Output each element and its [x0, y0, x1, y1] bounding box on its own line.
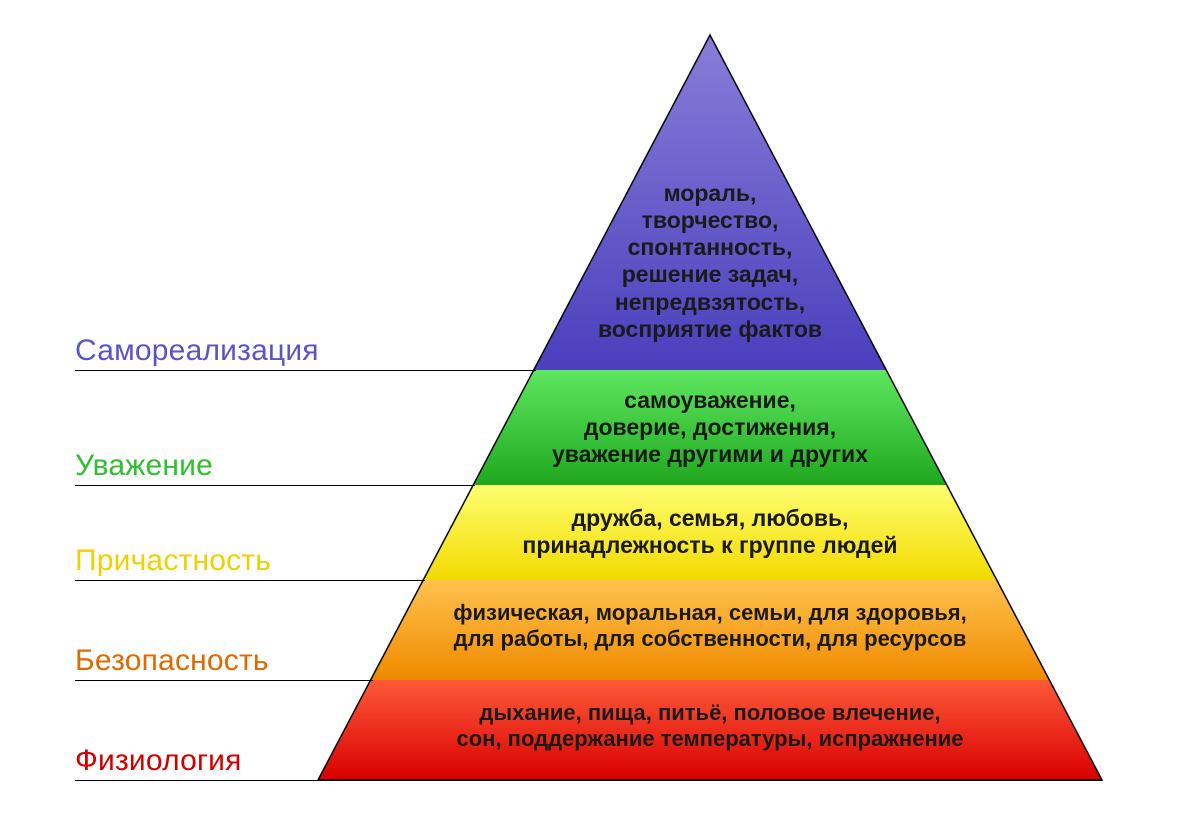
level-desc-safety: физическая, моральная, семьи, для здоров…: [360, 600, 1060, 652]
level-label-esteem: Уважение: [75, 449, 213, 483]
pyramid-diagram: Самореализация мораль, творчество, спонта…: [0, 0, 1200, 815]
level-divider-self-actualization: [75, 370, 536, 371]
level-desc-physiological: дыхание, пища, питьё, половое влечение, …: [360, 700, 1060, 752]
level-label-safety: Безопасность: [75, 644, 269, 678]
level-label-physiological: Физиология: [75, 744, 242, 778]
level-divider-esteem: [75, 485, 475, 486]
level-label-self-actualization: Самореализация: [75, 334, 319, 368]
level-desc-belonging: дружба, семья, любовь, принадлежность к …: [360, 505, 1060, 559]
level-label-belonging: Причастность: [75, 544, 271, 578]
level-desc-self-actualization: мораль, творчество, спонтанность, решени…: [360, 180, 1060, 343]
level-desc-esteem: самоуважение, доверие, достижения, уваже…: [360, 387, 1060, 468]
level-divider-belonging: [75, 580, 425, 581]
level-divider-safety: [75, 680, 373, 681]
level-divider-physiological: [75, 780, 1102, 781]
